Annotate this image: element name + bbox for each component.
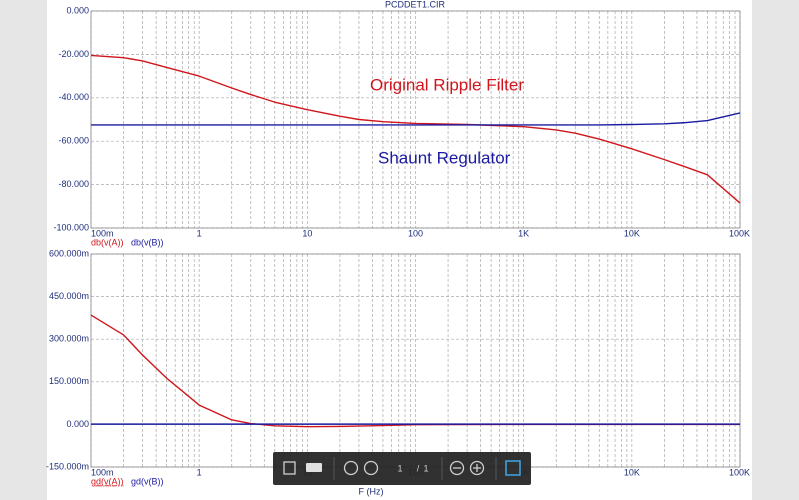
legend-label: gd(v(A))	[91, 476, 124, 486]
plots: PCDDET1.CIR 100m 1 10 100 1K 10K 100K 0.000 -20.0…	[46, 0, 750, 496]
legend-label: db(v(B))	[131, 237, 164, 247]
prev-page-button[interactable]	[343, 460, 359, 476]
y-tick-label: 300.000m	[49, 334, 89, 344]
y-tick-label: -150.000m	[46, 461, 89, 471]
annotation: Original Ripple Filter	[370, 75, 524, 94]
y-tick-label: 600.000m	[49, 248, 89, 258]
y-tick-label: -40.000	[58, 92, 89, 102]
y-tick-label: 0.000	[66, 419, 89, 429]
x-tick-label: 1	[197, 228, 202, 238]
print-button[interactable]	[306, 463, 322, 472]
series-line	[91, 112, 741, 126]
y-tick-label: -20.000	[58, 49, 89, 59]
x-tick-label: 1K	[518, 228, 529, 238]
x-axis-label: F (Hz)	[359, 486, 384, 496]
series-line	[90, 54, 741, 204]
legend-label: db(v(A))	[91, 237, 124, 247]
chart-title: PCDDET1.CIR	[385, 0, 446, 9]
x-tick-label: 100m	[91, 228, 114, 238]
page-separator: /	[417, 463, 420, 473]
x-tick-label: 10K	[624, 228, 640, 238]
y-tick-label: -60.000	[58, 136, 89, 146]
y-tick-label: 450.000m	[49, 291, 89, 301]
x-tick-label: 100	[408, 228, 423, 238]
y-tick-label: -80.000	[58, 179, 89, 189]
y-tick-label: 0.000	[66, 5, 89, 15]
plot-frame	[90, 10, 741, 229]
toolbar-bg	[273, 452, 531, 485]
x-tick-label: 100K	[729, 228, 750, 238]
save-button[interactable]	[283, 461, 296, 475]
annotation: Shaunt Regulator	[378, 148, 511, 167]
next-page-button[interactable]	[363, 460, 379, 476]
zoom-in-button[interactable]	[469, 460, 485, 476]
fit-page-button[interactable]	[505, 460, 521, 476]
y-tick-label: -100.000	[53, 222, 89, 232]
pdf-page	[47, 0, 752, 500]
page-total: 1	[423, 463, 428, 473]
page-number[interactable]: 1	[397, 463, 402, 473]
x-tick-label: 1	[197, 467, 202, 477]
y-tick-label: 150.000m	[49, 376, 89, 386]
x-tick-label: 10	[302, 228, 312, 238]
zoom-out-button[interactable]	[449, 460, 465, 476]
x-tick-label: 100K	[729, 467, 750, 477]
x-tick-label: 100m	[91, 467, 114, 477]
viewer-toolbar: 1 / 1	[273, 452, 531, 485]
x-tick-label: 10K	[624, 467, 640, 477]
legend-label: gd(v(B))	[131, 476, 164, 486]
